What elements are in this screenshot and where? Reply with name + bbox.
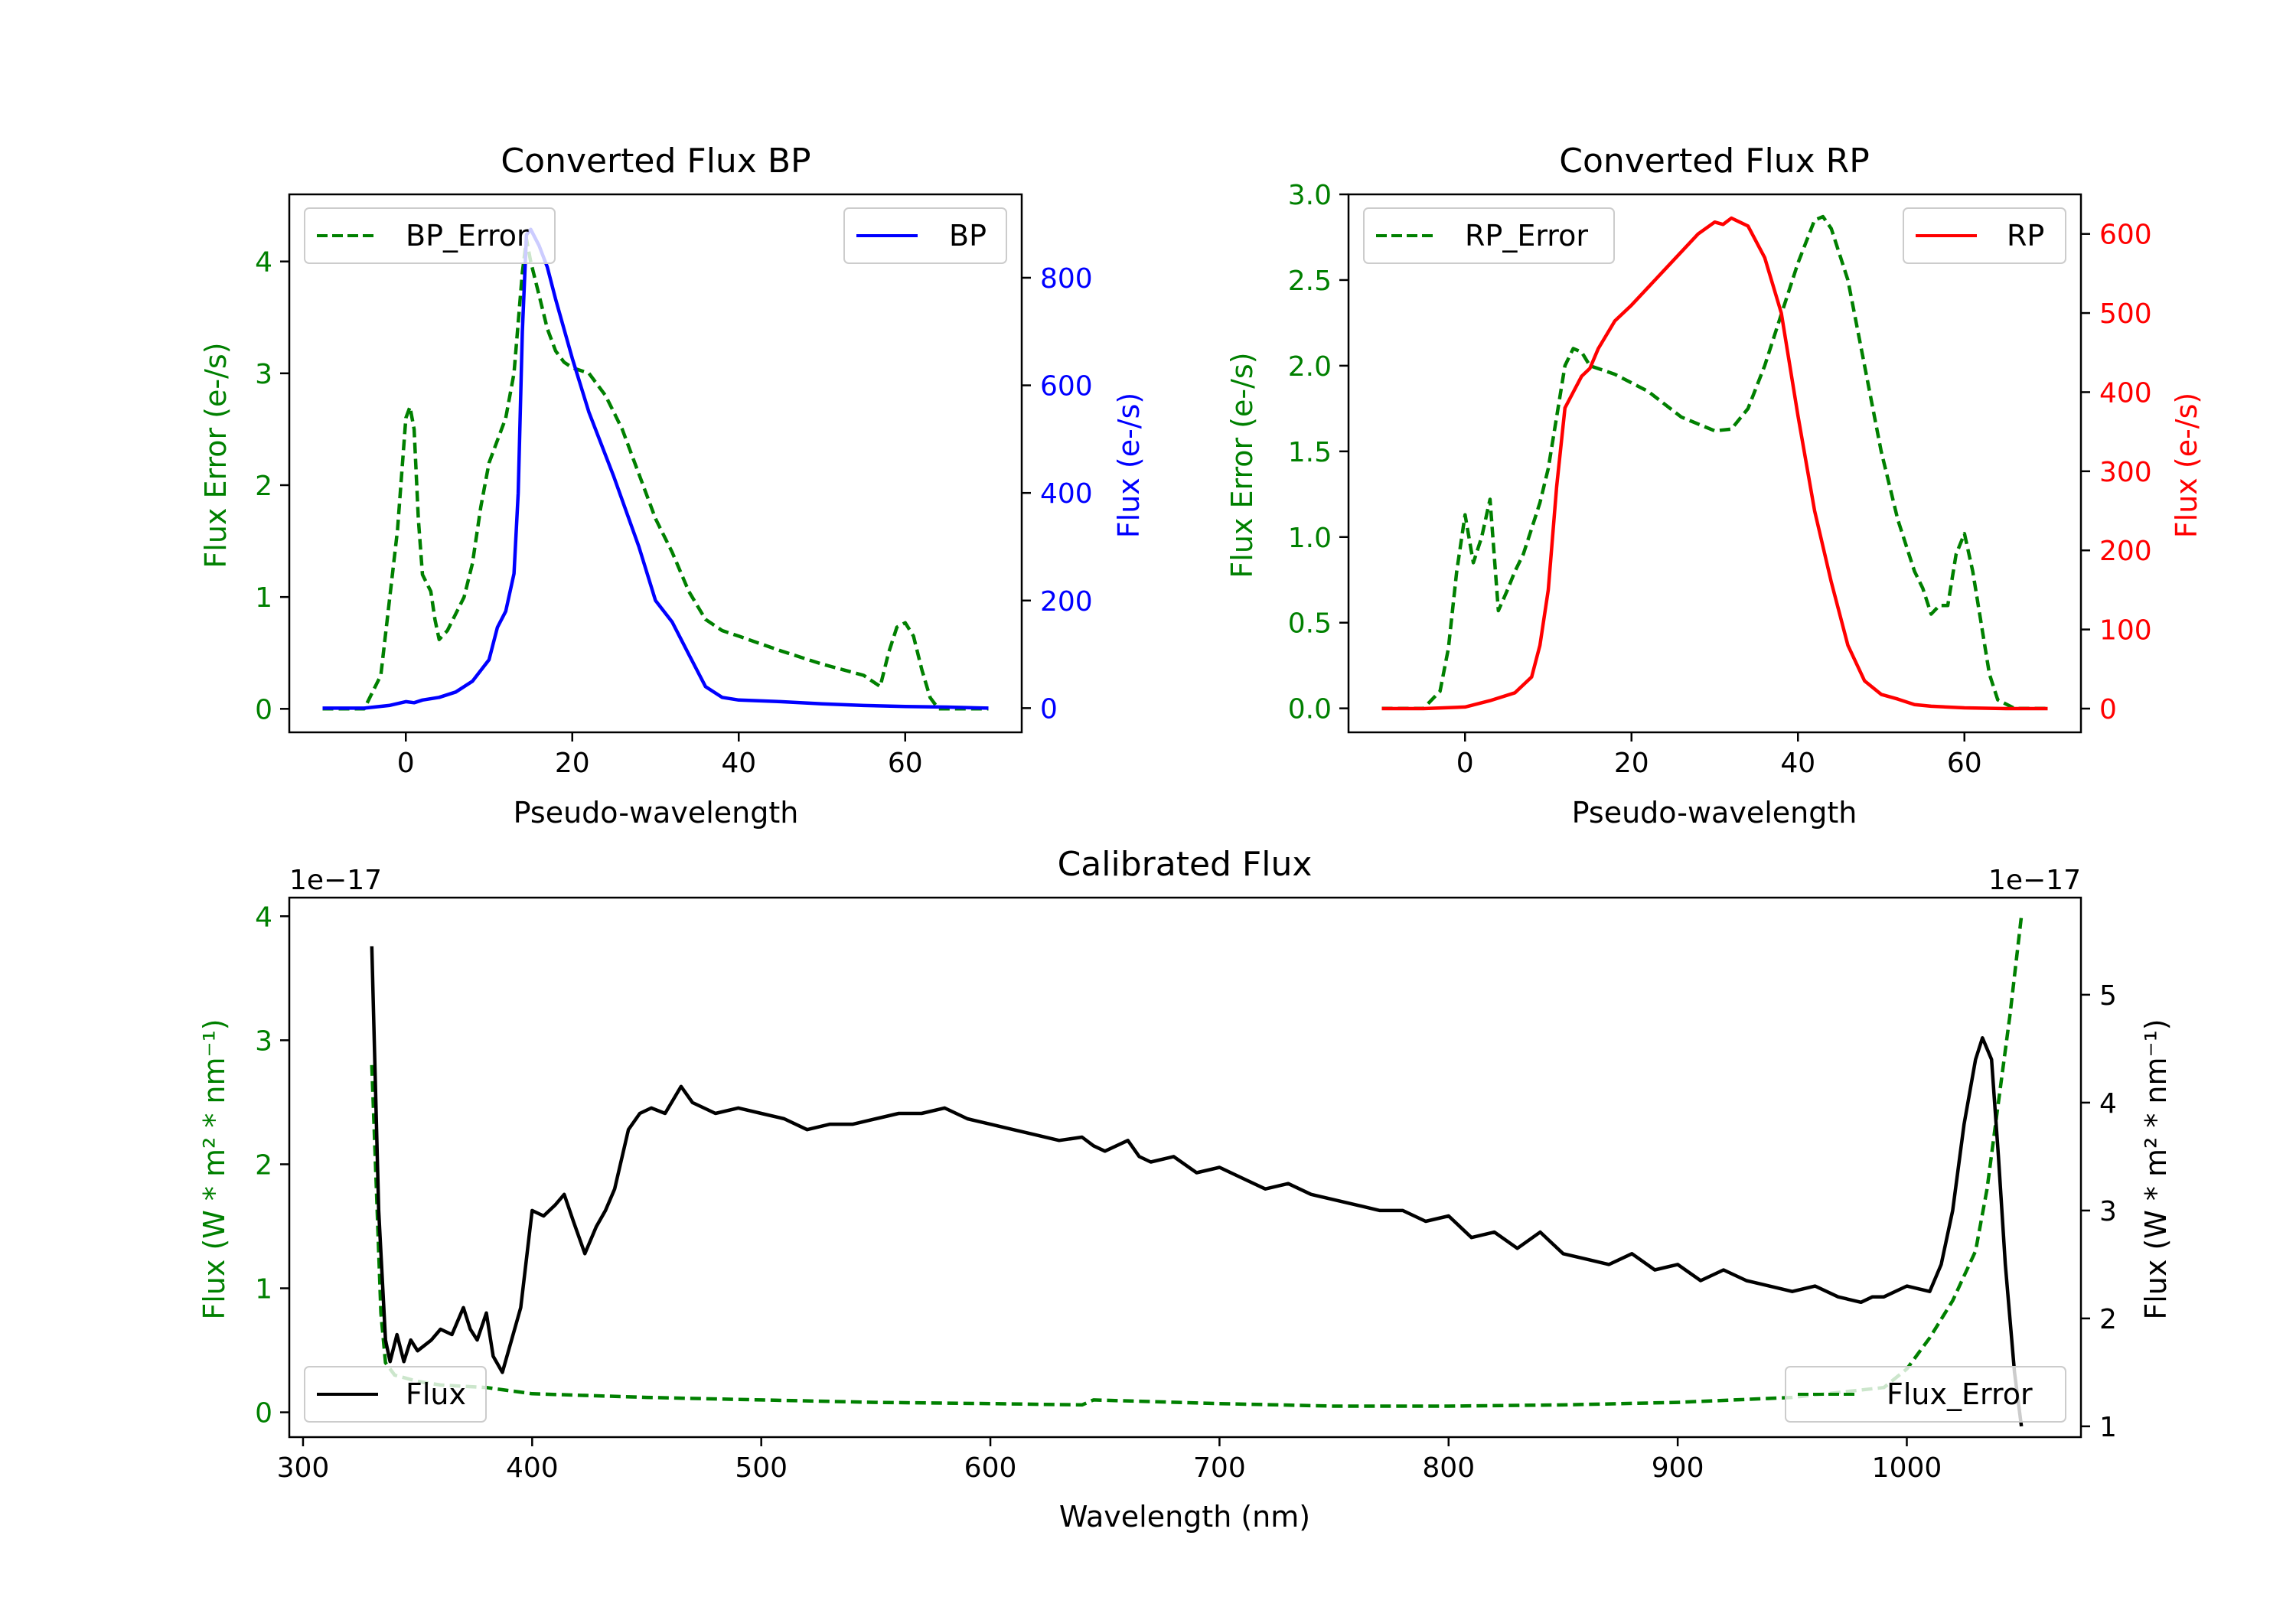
- calibrated-xtick-label: 800: [1422, 1452, 1475, 1484]
- rp-legend-error-label: RP_Error: [1465, 219, 1588, 253]
- calibrated-ytick-right-label: 4: [2099, 1088, 2117, 1120]
- calibrated-ytick-right-label: 5: [2099, 980, 2117, 1012]
- rp-ylabel-left: Flux Error (e-/s): [1225, 352, 1259, 578]
- calibrated-xtick-label: 600: [964, 1452, 1017, 1484]
- bp-ytick-left-label: 1: [255, 582, 272, 614]
- rp-ytick-left-label: 2.5: [1288, 266, 1332, 297]
- rp-title: Converted Flux RP: [1559, 142, 1870, 181]
- rp-ytick-left-label: 2.0: [1288, 351, 1332, 383]
- rp-legend-flux: RP: [1903, 208, 2066, 263]
- calibrated-xtick-label: 900: [1652, 1452, 1704, 1484]
- cal-title: Calibrated Flux: [1058, 845, 1313, 884]
- bp-xtick-label: 0: [397, 748, 415, 779]
- cal-xlabel: Wavelength (nm): [1059, 1500, 1310, 1534]
- rp-legend-error: RP_Error: [1364, 208, 1614, 263]
- calibrated-ytick-right-label: 1: [2099, 1412, 2117, 1443]
- rp-xtick-label: 60: [1947, 748, 1982, 779]
- rp-ytick-right-label: 600: [2099, 220, 2152, 251]
- calibrated-xtick-label: 500: [735, 1452, 788, 1484]
- bp-ytick-right-label: 400: [1040, 478, 1093, 510]
- calibrated-ytick-right-label: 2: [2099, 1304, 2117, 1335]
- bp-ylabel-left: Flux Error (e-/s): [199, 342, 233, 568]
- rp-ytick-right-label: 200: [2099, 536, 2152, 567]
- bp-ytick-left-label: 4: [255, 247, 272, 279]
- cal-offset-left: 1e−17: [289, 865, 382, 896]
- calibrated-ytick-left-label: 0: [255, 1398, 272, 1429]
- rp-ytick-right-label: 300: [2099, 457, 2152, 488]
- rp-ytick-left-label: 1.5: [1288, 437, 1332, 468]
- cal-offset-right: 1e−17: [1988, 865, 2081, 896]
- bp-legend-flux: BP: [844, 208, 1006, 263]
- cal-ylabel-left: Flux (W * m² * nm⁻¹): [197, 1019, 231, 1319]
- rp-legend-flux-label: RP: [2007, 219, 2044, 253]
- rp-ytick-left-label: 1.0: [1288, 523, 1332, 554]
- cal-legend-flux: Flux: [305, 1367, 486, 1422]
- bp-xtick-label: 60: [888, 748, 923, 779]
- rp-xtick-label: 0: [1456, 748, 1474, 779]
- rp-ytick-left-label: 3.0: [1288, 180, 1332, 211]
- calibrated-xtick-label: 700: [1193, 1452, 1246, 1484]
- cal-legend-error-label: Flux_Error: [1887, 1377, 2033, 1411]
- rp-ytick-right-label: 500: [2099, 298, 2152, 330]
- rp-xtick-label: 20: [1614, 748, 1649, 779]
- rp-ylabel-right: Flux (e-/s): [2170, 393, 2203, 538]
- rp-xtick-label: 40: [1780, 748, 1815, 779]
- bp-ytick-left-label: 3: [255, 359, 272, 390]
- bp-ytick-right-label: 800: [1040, 263, 1093, 295]
- bp-legend-flux-label: BP: [949, 219, 987, 253]
- calibrated-ytick-left-label: 3: [255, 1025, 272, 1057]
- rp-ytick-right-label: 100: [2099, 615, 2152, 647]
- bp-ytick-right-label: 0: [1040, 693, 1058, 725]
- cal-legend-flux-label: Flux: [406, 1377, 466, 1411]
- calibrated-xtick-label: 1000: [1872, 1452, 1942, 1484]
- calibrated-ytick-left-label: 2: [255, 1149, 272, 1181]
- bp-ytick-left-label: 0: [255, 694, 272, 725]
- cal-legend-error: Flux_Error: [1786, 1367, 2066, 1422]
- bp-ylabel-right: Flux (e-/s): [1112, 393, 1146, 538]
- bp-xlabel: Pseudo-wavelength: [514, 796, 799, 830]
- figure: Converted Flux BP Pseudo-wavelength Flux…: [0, 0, 2296, 1607]
- calibrated-xtick-label: 300: [277, 1452, 330, 1484]
- bp-ytick-right-label: 200: [1040, 586, 1093, 618]
- rp-ytick-right-label: 0: [2099, 694, 2117, 725]
- bp-title: Converted Flux BP: [501, 142, 810, 181]
- cal-ylabel-right: Flux (W * m² * nm⁻¹): [2139, 1019, 2173, 1319]
- rp-ytick-right-label: 400: [2099, 377, 2152, 409]
- calibrated-ytick-right-label: 3: [2099, 1196, 2117, 1227]
- rp-xlabel: Pseudo-wavelength: [1572, 796, 1857, 830]
- rp-ytick-left-label: 0.5: [1288, 608, 1332, 640]
- rp-ytick-left-label: 0.0: [1288, 694, 1332, 725]
- calibrated-xtick-label: 400: [506, 1452, 559, 1484]
- calibrated-ytick-left-label: 4: [255, 901, 272, 933]
- calibrated-ytick-left-label: 1: [255, 1274, 272, 1305]
- bp-legend-error-label: BP_Error: [406, 219, 529, 253]
- bp-xtick-label: 40: [721, 748, 756, 779]
- bp-ytick-right-label: 600: [1040, 371, 1093, 403]
- bp-legend-error: BP_Error: [305, 208, 555, 263]
- bp-ytick-left-label: 2: [255, 471, 272, 502]
- bp-xtick-label: 20: [555, 748, 590, 779]
